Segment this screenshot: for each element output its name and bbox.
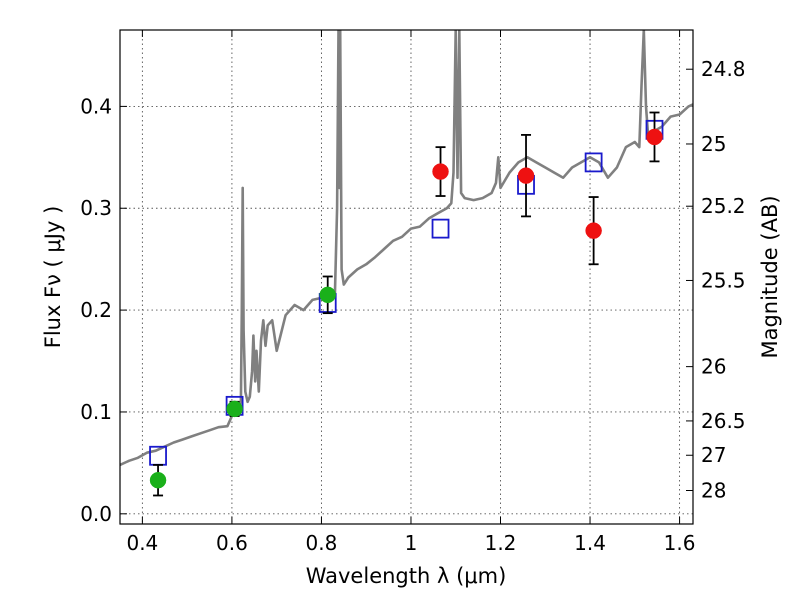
plot-frame [119, 29, 694, 525]
observed-flux-point [432, 163, 449, 180]
y-tick-label: 0.1 [80, 400, 112, 424]
observed-flux-point [646, 128, 663, 146]
grid [120, 30, 693, 524]
mag-tick-label: 25.2 [701, 194, 746, 218]
x-tick-label: 1 [405, 531, 418, 555]
x-tick-label: 1.6 [664, 531, 696, 555]
observed-flux-point [149, 471, 167, 489]
mag-tick-label: 28 [701, 478, 726, 502]
ticks: 0.4 0.6 0.8 1 1.2 1.4 1.6 0.0 0.1 0.2 0.3 0.4 24.8 25… [80, 30, 746, 555]
x-tick-label: 0.4 [126, 531, 158, 555]
y-axis-label: Flux Fν ( μJy ) [41, 206, 65, 349]
observed-flux-point [585, 222, 602, 239]
mag-tick-label: 27 [701, 443, 726, 467]
mag-tick-label: 24.8 [701, 57, 746, 81]
x-tick-label: 1.2 [485, 531, 517, 555]
observed-flux-point [226, 400, 243, 418]
x-tick-label: 1.4 [574, 531, 606, 555]
mag-tick-label: 25.5 [701, 268, 746, 292]
model-photometry-square [431, 218, 450, 239]
x-axis-label: Wavelength λ (μm) [306, 564, 507, 588]
y-tick-label: 0.3 [80, 196, 112, 220]
y-tick-label: 0.2 [80, 298, 112, 322]
data-layer [120, 30, 693, 497]
x-tick-label: 0.6 [216, 531, 248, 555]
observed-flux-point [319, 286, 336, 304]
y-tick-label: 0.4 [80, 94, 112, 118]
y-tick-label: 0.0 [80, 502, 112, 526]
plot-background [120, 30, 693, 524]
mag-tick-label: 25 [701, 132, 726, 156]
model-photometry-square [584, 152, 603, 173]
observed-flux-point [517, 167, 535, 184]
mag-tick-label: 26 [701, 355, 726, 379]
x-tick-label: 0.8 [306, 531, 338, 555]
mag-tick-label: 26.5 [701, 409, 746, 433]
y-axis-right-label: Magnitude (AB) [758, 195, 782, 358]
